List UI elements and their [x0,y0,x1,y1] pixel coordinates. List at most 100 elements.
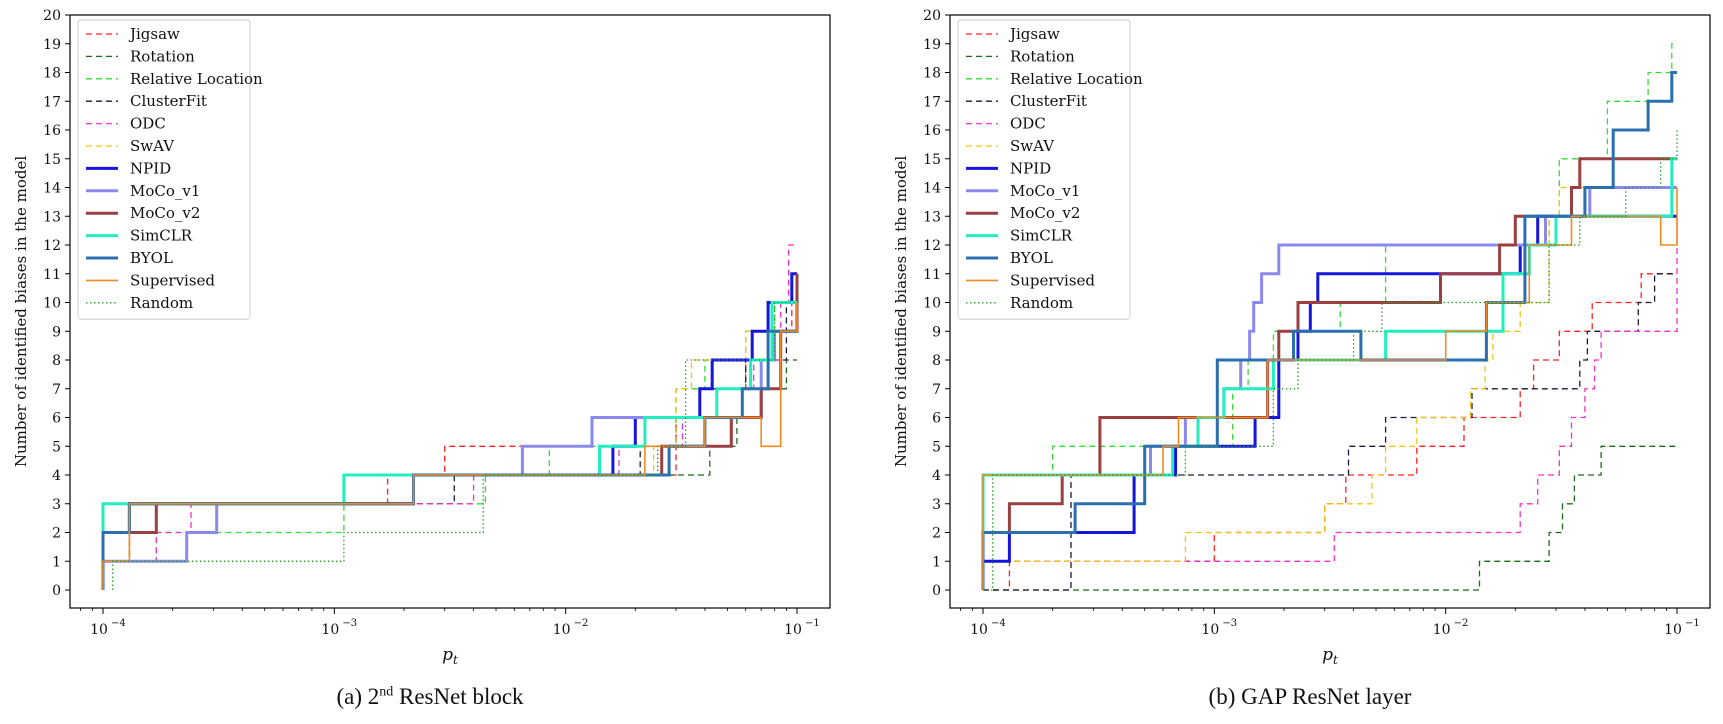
x-tick-label: 10 [970,622,988,638]
series-line-moco-v2 [101,273,799,590]
y-tick-label: 2 [932,526,941,542]
x-tick-exponent: −2 [1454,618,1469,629]
y-tick-label: 10 [43,296,61,312]
legend-label: Rotation [1010,47,1075,65]
y-tick-label: 14 [923,181,941,197]
y-tick-label: 9 [932,324,941,340]
plot-frame [949,14,1711,609]
y-axis-label: Number of identified biases in the model [12,156,30,467]
y-tick-label: 7 [932,382,941,398]
series-line-simclr [101,301,797,590]
y-tick-label: 7 [52,382,61,398]
y-tick-label: 20 [923,8,941,24]
x-axis-label: pt [442,645,458,667]
legend-label: NPID [1010,159,1051,177]
y-tick-label: 19 [923,37,941,53]
y-tick-label: 6 [932,411,941,427]
y-tick-label: 3 [52,497,61,513]
legend-label: SimCLR [130,227,193,245]
legend-label: Relative Location [1010,70,1143,88]
legend-label: Random [130,294,193,312]
y-tick-label: 13 [43,209,61,225]
y-tick-label: 18 [923,66,941,82]
y-tick-label: 14 [43,181,61,197]
y-tick-label: 17 [43,94,61,110]
y-tick-label: 13 [923,209,941,225]
y-tick-label: 18 [43,66,61,82]
x-tick-exponent: −4 [991,618,1006,629]
x-tick-label: 10 [321,622,339,638]
x-tick-label: 10 [90,622,108,638]
y-tick-label: 9 [52,324,61,340]
legend-label: MoCo_v2 [130,204,200,222]
legend-label: MoCo_v1 [1010,182,1080,200]
x-tick-exponent: −3 [342,618,357,629]
plot-frame [69,14,831,609]
legend-label: Rotation [130,47,195,65]
legend-box [957,19,1131,320]
series-line-rotation [983,445,1677,591]
series-line-supervised [102,302,798,590]
y-tick-label: 16 [923,123,941,139]
caption-b: (b) GAP ResNet layer [1208,684,1412,709]
legend-label: ODC [1010,115,1046,133]
legend-label: Jigsaw [1008,25,1060,43]
series-line-swav [102,273,797,590]
y-tick-label: 17 [923,94,941,110]
y-tick-label: 8 [52,353,61,369]
legend-label: SwAV [1010,137,1055,155]
legend-label: NPID [130,159,171,177]
series-line-jigsaw [102,273,797,590]
y-tick-label: 3 [932,497,941,513]
x-tick-label: 10 [1201,622,1219,638]
series-line-supervised [982,187,1678,590]
y-tick-label: 15 [923,152,941,168]
series-line-npid [101,272,797,590]
y-tick-label: 15 [43,152,61,168]
x-tick-exponent: −4 [111,618,126,629]
y-tick-label: 11 [43,267,61,283]
legend-label: ClusterFit [1010,92,1087,110]
series-line-moco-v1 [101,329,797,590]
series-line-jigsaw [983,273,1677,591]
legend-box [77,19,251,320]
x-tick-exponent: −3 [1222,618,1237,629]
y-tick-label: 20 [43,8,61,24]
y-tick-label: 5 [52,439,61,455]
legend-label: MoCo_v1 [130,182,200,200]
y-tick-label: 4 [52,468,61,484]
legend-label: SwAV [130,137,175,155]
x-tick-exponent: −2 [574,618,589,629]
y-tick-label: 12 [923,238,941,254]
legend-label: Supervised [130,271,215,289]
y-axis-label: Number of identified biases in the model [892,156,910,467]
series-line-byol [101,329,797,590]
y-tick-label: 1 [932,554,941,570]
series-line-random [983,130,1678,591]
series-group [101,244,799,590]
series-line-random [111,301,797,590]
x-tick-label: 10 [784,622,802,638]
series-line-odc [982,216,1678,590]
series-line-clusterfit [983,273,1677,591]
y-tick-label: 16 [43,123,61,139]
x-axis-label: pt [1322,645,1338,667]
legend-label: Relative Location [130,70,263,88]
x-tick-exponent: −1 [1685,618,1700,629]
legend-label: SimCLR [1010,227,1073,245]
y-tick-label: 0 [52,583,61,599]
y-tick-label: 6 [52,411,61,427]
legend-label: ClusterFit [130,92,207,110]
x-tick-label: 10 [553,622,571,638]
legend-label: ODC [130,115,166,133]
x-tick-label: 10 [1433,622,1451,638]
legend-label: Jigsaw [128,25,180,43]
y-tick-label: 8 [932,353,941,369]
y-tick-label: 19 [43,37,61,53]
x-tick-exponent: −1 [805,618,820,629]
caption-a: (a) 2nd ResNet block [336,684,524,709]
y-tick-label: 5 [932,439,941,455]
